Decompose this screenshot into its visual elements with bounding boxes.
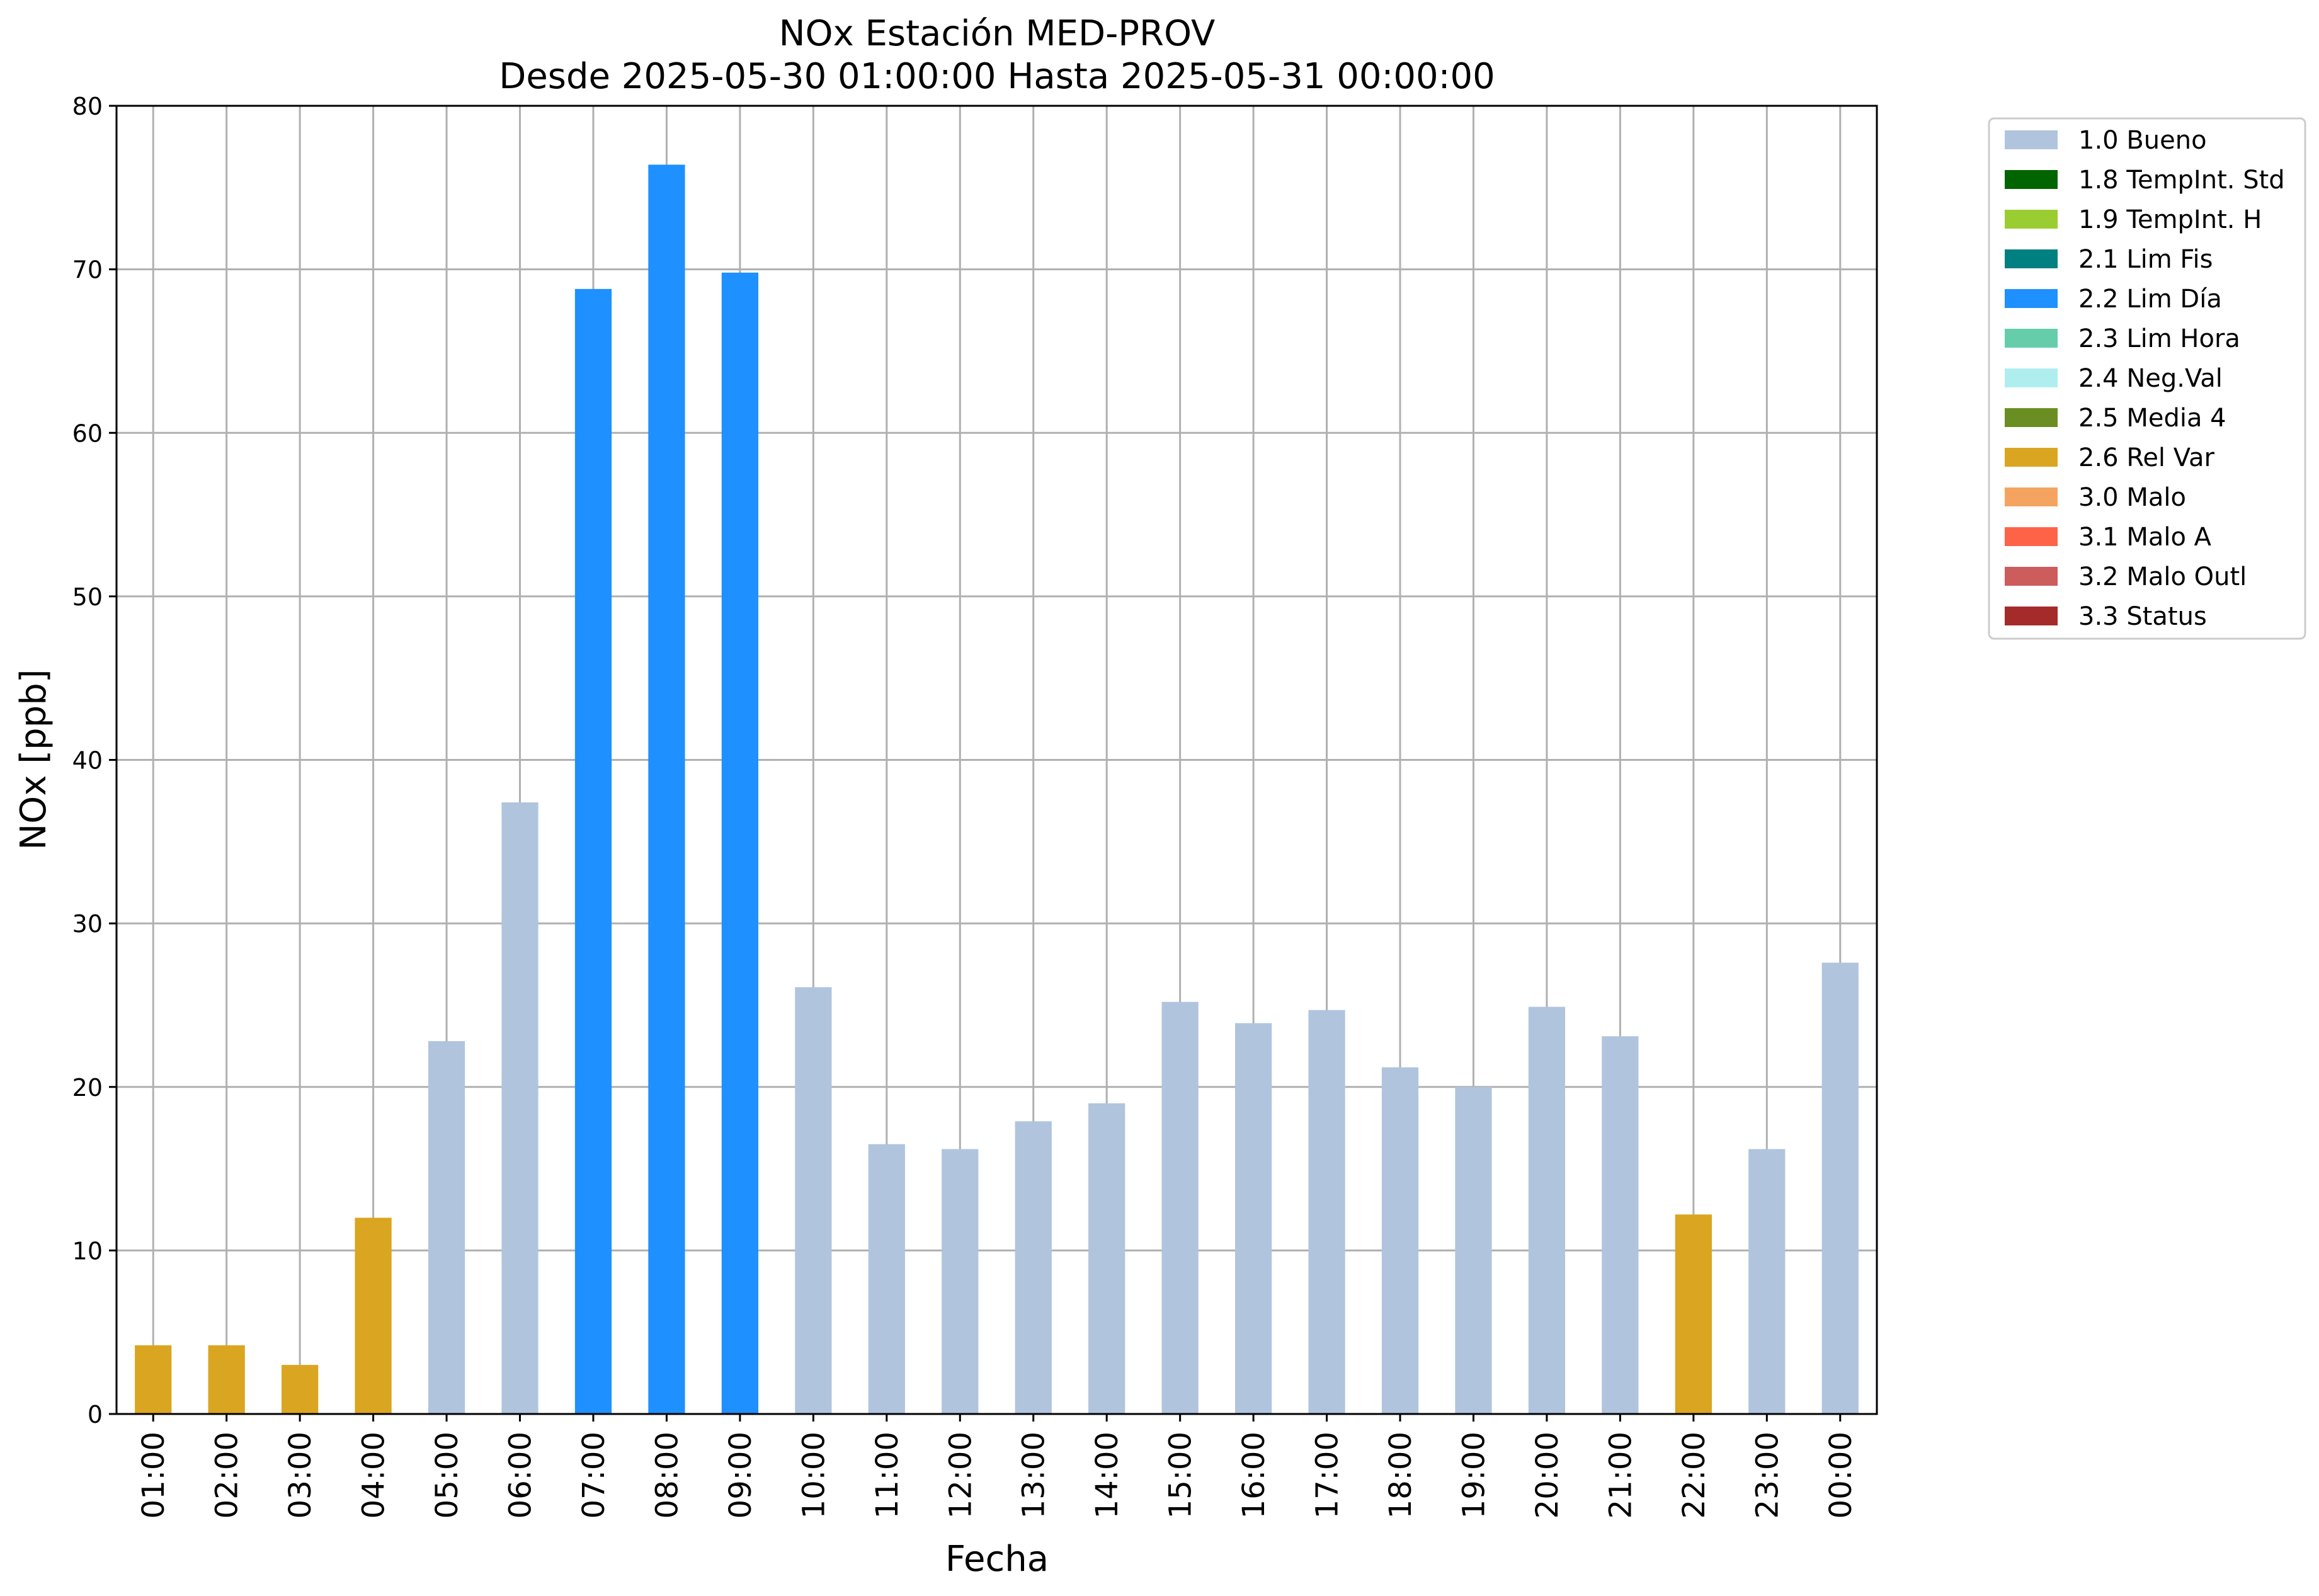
x-tick-label: 22:00 xyxy=(1677,1432,1712,1519)
legend-swatch xyxy=(2005,329,2058,348)
bar-1700 xyxy=(1308,1010,1345,1414)
bar-1800 xyxy=(1381,1067,1419,1414)
y-tick-label: 50 xyxy=(72,583,103,611)
bar-1900 xyxy=(1455,1086,1492,1414)
bars xyxy=(135,164,1859,1415)
bar-0900 xyxy=(721,272,759,1414)
bar-0800 xyxy=(648,164,685,1415)
bar-0500 xyxy=(428,1041,465,1414)
bar-0700 xyxy=(574,288,612,1414)
legend-label: 2.2 Lim Día xyxy=(2078,285,2222,314)
x-tick-label: 03:00 xyxy=(283,1432,318,1519)
x-tick-label: 00:00 xyxy=(1823,1432,1859,1519)
legend-label: 2.5 Media 4 xyxy=(2078,404,2226,433)
bar-2300 xyxy=(1748,1149,1786,1414)
bar-2100 xyxy=(1602,1036,1639,1414)
x-axis-ticks: 01:00 02:00 03:00 04:00 05:00 06:00 07:00 08:00… xyxy=(136,1414,1859,1519)
bar-1000 xyxy=(795,987,832,1414)
x-tick-label: 18:00 xyxy=(1383,1432,1418,1519)
chart-subtitle: Desde 2025-05-30 01:00:00 Hasta 2025-05-… xyxy=(499,56,1495,97)
bar-0600 xyxy=(501,802,538,1414)
legend-label: 1.0 Bueno xyxy=(2078,126,2207,155)
x-tick-label: 06:00 xyxy=(503,1432,538,1519)
legend-label: 3.2 Malo Outl xyxy=(2078,562,2247,591)
legend-swatch xyxy=(2005,448,2058,467)
legend-swatch xyxy=(2005,130,2058,149)
legend-label: 3.0 Malo xyxy=(2078,483,2186,512)
x-tick-label: 19:00 xyxy=(1456,1432,1491,1519)
legend-swatch xyxy=(2005,170,2058,189)
x-tick-label: 12:00 xyxy=(943,1432,978,1519)
x-tick-label: 10:00 xyxy=(796,1432,831,1519)
x-tick-label: 11:00 xyxy=(870,1432,905,1519)
x-tick-label: 07:00 xyxy=(576,1432,612,1519)
legend-swatch xyxy=(2005,408,2058,427)
legend: 1.0 Bueno 1.8 TempInt. Std 1.9 TempInt. H 2… xyxy=(1988,117,2306,640)
x-tick-label: 20:00 xyxy=(1530,1432,1565,1519)
x-tick-label: 13:00 xyxy=(1017,1432,1052,1519)
bar-1400 xyxy=(1088,1103,1125,1414)
y-tick-label: 0 xyxy=(88,1401,103,1428)
x-tick-label: 14:00 xyxy=(1090,1432,1125,1519)
bar-1200 xyxy=(942,1149,979,1414)
bar-1500 xyxy=(1161,1001,1199,1414)
bar-1300 xyxy=(1015,1121,1052,1414)
bar-0200 xyxy=(208,1345,245,1414)
y-axis-ticks: 0 10 20 30 40 50 60 70 80 xyxy=(72,93,117,1428)
x-tick-label: 17:00 xyxy=(1310,1432,1345,1519)
y-tick-label: 80 xyxy=(72,93,103,120)
legend-swatch xyxy=(2005,249,2058,268)
x-tick-label: 04:00 xyxy=(356,1432,392,1519)
legend-frame xyxy=(1988,117,2306,640)
legend-label: 2.4 Neg.Val xyxy=(2078,364,2223,393)
legend-swatch xyxy=(2005,567,2058,586)
legend-label: 2.3 Lim Hora xyxy=(2078,324,2240,353)
legend-swatch xyxy=(2005,210,2058,229)
x-tick-label: 02:00 xyxy=(210,1432,245,1519)
y-tick-label: 20 xyxy=(72,1074,103,1102)
legend-label: 1.9 TempInt. H xyxy=(2078,205,2262,234)
legend-swatch xyxy=(2005,607,2058,625)
legend-label: 2.6 Rel Var xyxy=(2078,443,2215,472)
bar-0000 xyxy=(1821,962,1859,1414)
x-tick-label: 01:00 xyxy=(136,1432,171,1519)
x-tick-label: 23:00 xyxy=(1750,1432,1785,1519)
legend-swatch xyxy=(2005,368,2058,387)
bar-0400 xyxy=(355,1217,392,1414)
y-tick-label: 70 xyxy=(72,256,103,284)
bar-2000 xyxy=(1528,1006,1566,1414)
legend-swatch xyxy=(2005,487,2058,506)
x-tick-label: 09:00 xyxy=(723,1432,758,1519)
x-tick-label: 15:00 xyxy=(1163,1432,1199,1519)
legend-swatch xyxy=(2005,289,2058,308)
x-tick-label: 05:00 xyxy=(430,1432,465,1519)
bar-1600 xyxy=(1234,1023,1272,1414)
bar-2200 xyxy=(1675,1214,1712,1414)
bar-0300 xyxy=(282,1365,319,1414)
y-tick-label: 40 xyxy=(72,747,103,775)
y-tick-label: 60 xyxy=(72,419,103,447)
legend-label: 2.1 Lim Fis xyxy=(2078,245,2213,274)
x-tick-label: 16:00 xyxy=(1236,1432,1272,1519)
bar-0100 xyxy=(135,1345,172,1414)
legend-label: 3.3 Status xyxy=(2078,602,2207,631)
legend-label: 3.1 Malo A xyxy=(2078,523,2212,552)
legend-swatch xyxy=(2005,527,2058,546)
y-tick-label: 30 xyxy=(72,910,103,938)
y-tick-label: 10 xyxy=(72,1237,103,1265)
legend-label: 1.8 TempInt. Std xyxy=(2078,166,2285,195)
chart-title: NOx Estación MED-PROV xyxy=(779,13,1216,54)
x-tick-label: 21:00 xyxy=(1603,1432,1638,1519)
bar-1100 xyxy=(868,1144,905,1414)
x-axis-label: Fecha xyxy=(945,1539,1049,1580)
y-axis-label: NOx [ppb] xyxy=(13,669,54,850)
x-tick-label: 08:00 xyxy=(649,1432,685,1519)
